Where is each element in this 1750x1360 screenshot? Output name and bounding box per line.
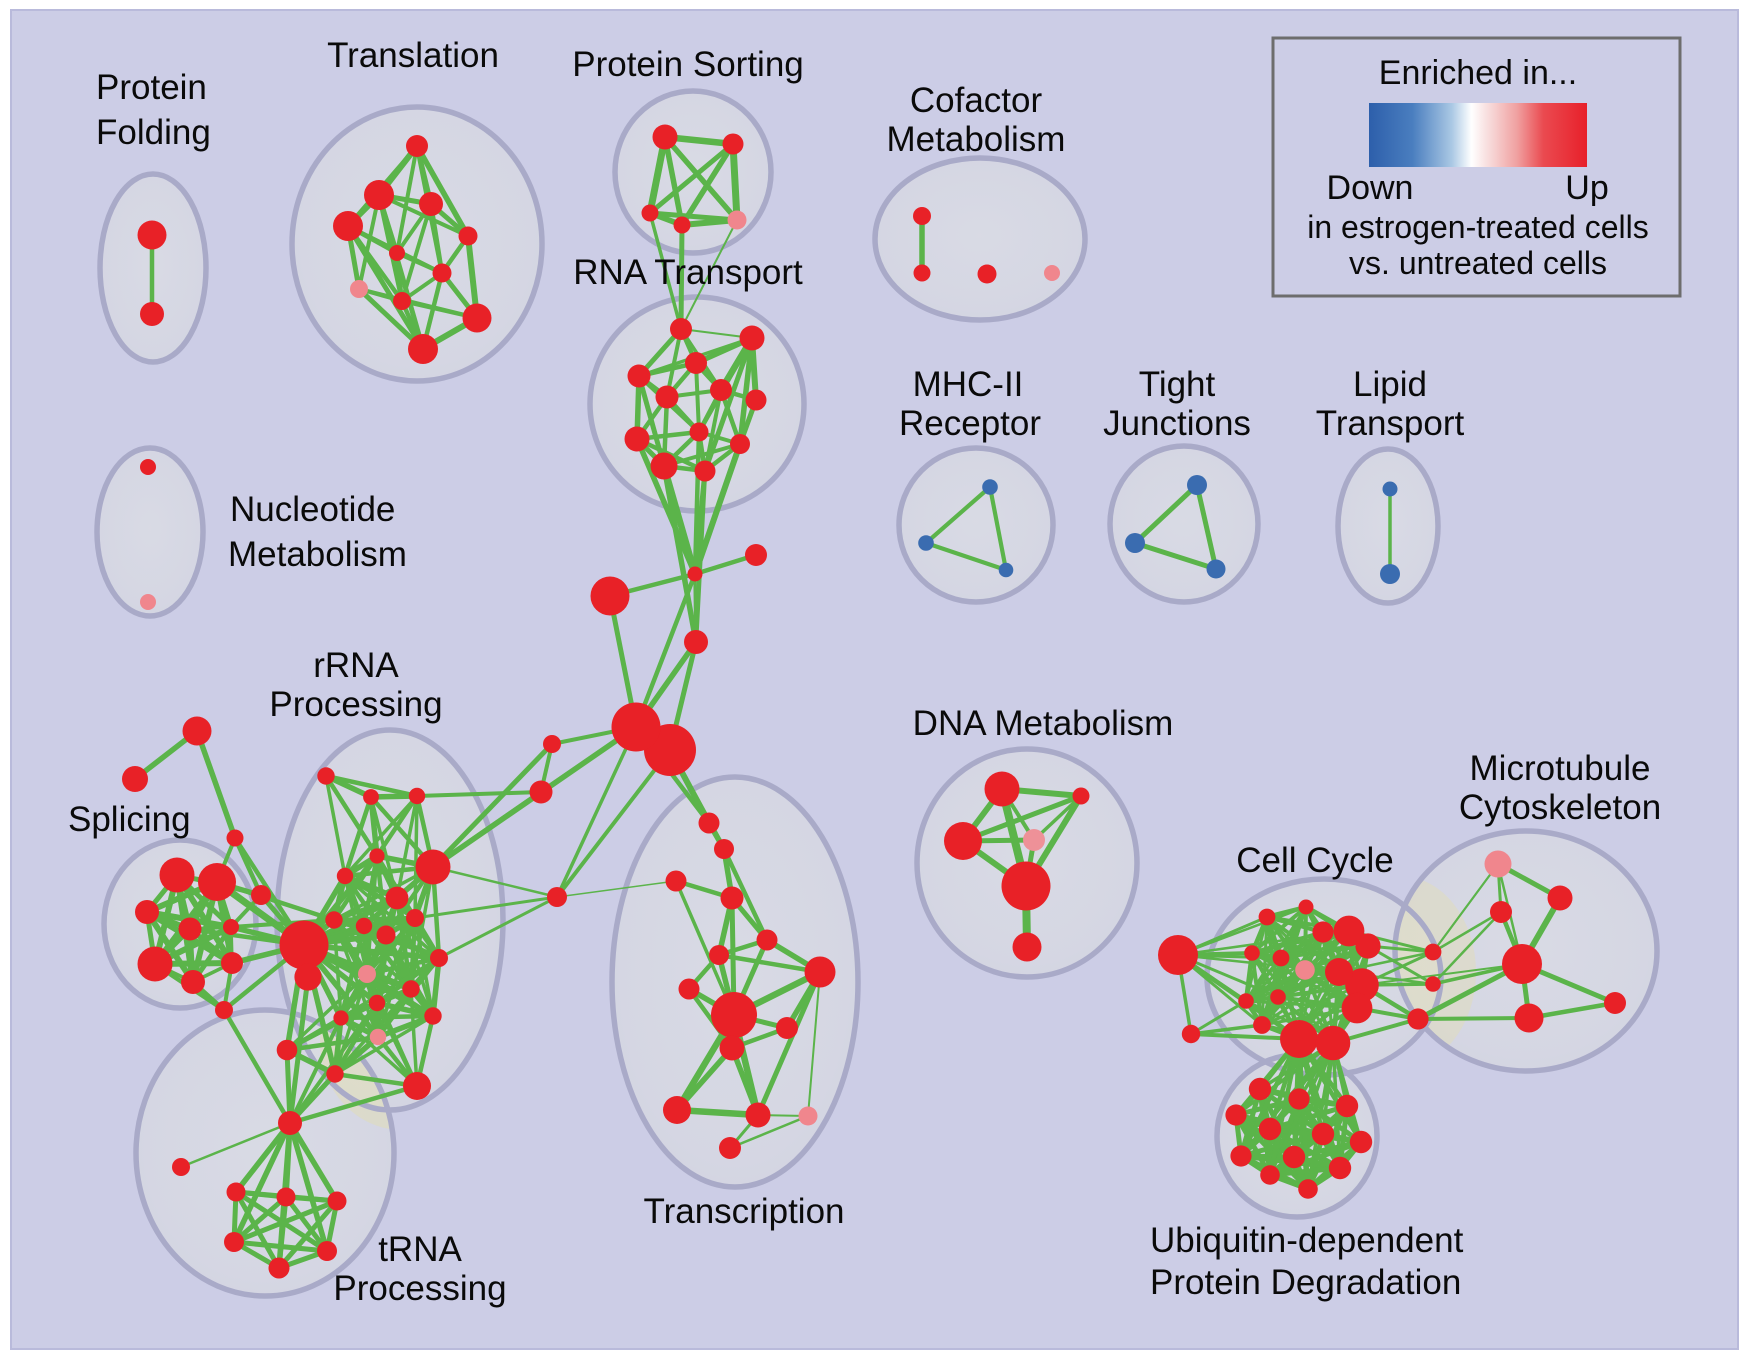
svg-text:Microtubule: Microtubule bbox=[1470, 749, 1651, 788]
svg-text:Enriched in...: Enriched in... bbox=[1379, 54, 1577, 92]
svg-text:Metabolism: Metabolism bbox=[887, 120, 1066, 159]
svg-text:Junctions: Junctions bbox=[1103, 404, 1251, 443]
svg-text:Protein Sorting: Protein Sorting bbox=[572, 45, 804, 84]
svg-text:Cofactor: Cofactor bbox=[910, 81, 1043, 120]
svg-text:Processing: Processing bbox=[269, 685, 442, 724]
svg-text:Receptor: Receptor bbox=[899, 404, 1041, 443]
svg-text:Cell Cycle: Cell Cycle bbox=[1236, 841, 1394, 880]
svg-text:Nucleotide: Nucleotide bbox=[230, 490, 395, 529]
svg-text:Transcription: Transcription bbox=[644, 1192, 845, 1231]
svg-text:Metabolism: Metabolism bbox=[228, 535, 407, 574]
svg-text:Translation: Translation bbox=[327, 36, 499, 75]
svg-text:Folding: Folding bbox=[96, 113, 211, 152]
svg-text:Transport: Transport bbox=[1316, 404, 1465, 443]
svg-text:tRNA: tRNA bbox=[378, 1230, 462, 1269]
svg-text:Splicing: Splicing bbox=[68, 800, 191, 839]
svg-text:Protein Degradation: Protein Degradation bbox=[1150, 1263, 1461, 1302]
svg-text:Up: Up bbox=[1565, 169, 1608, 207]
svg-text:Down: Down bbox=[1327, 169, 1414, 207]
svg-text:in estrogen-treated cells: in estrogen-treated cells bbox=[1307, 209, 1649, 245]
svg-text:Cytoskeleton: Cytoskeleton bbox=[1459, 788, 1661, 827]
svg-text:Ubiquitin-dependent: Ubiquitin-dependent bbox=[1150, 1221, 1464, 1260]
svg-text:Protein: Protein bbox=[96, 68, 207, 107]
svg-text:MHC-II: MHC-II bbox=[913, 365, 1024, 404]
svg-text:Tight: Tight bbox=[1139, 365, 1216, 404]
svg-text:RNA Transport: RNA Transport bbox=[573, 253, 803, 292]
svg-text:Processing: Processing bbox=[333, 1269, 506, 1308]
svg-text:rRNA: rRNA bbox=[313, 646, 399, 685]
svg-text:vs. untreated cells: vs. untreated cells bbox=[1349, 245, 1607, 281]
svg-text:DNA Metabolism: DNA Metabolism bbox=[913, 704, 1174, 743]
svg-text:Lipid: Lipid bbox=[1353, 365, 1427, 404]
